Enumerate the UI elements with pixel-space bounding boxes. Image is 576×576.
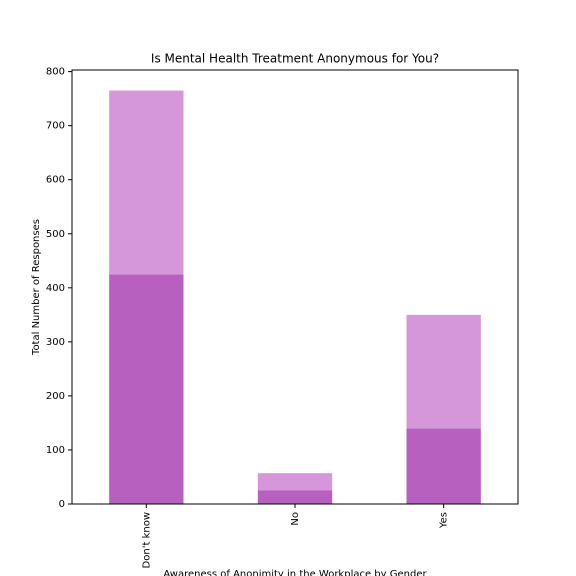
x-tick-label: Don't know [141, 512, 152, 568]
bar-segment [406, 314, 481, 429]
plot-frame [71, 69, 519, 505]
chart-title: Is Mental Health Treatment Anonymous for… [151, 52, 439, 66]
x-tick-label: Yes [439, 512, 450, 529]
y-tick-label: 700 [46, 121, 65, 132]
bar-segment [406, 428, 481, 504]
y-tick-label: 500 [46, 229, 65, 240]
y-tick-label: 0 [59, 499, 65, 510]
bar-segment [257, 473, 333, 491]
y-tick-label: 100 [46, 445, 65, 456]
x-axis-label: Awareness of Anonimity in the Workplace … [163, 569, 427, 576]
y-axis-label: Total Number of Responses [31, 219, 42, 356]
y-tick-label: 800 [46, 67, 65, 78]
bar-segment [109, 90, 184, 275]
bar-segment [109, 274, 184, 504]
x-tick-label: No [290, 512, 301, 526]
bar-segment [257, 490, 333, 504]
y-tick-label: 600 [46, 175, 65, 186]
y-tick-label: 200 [46, 391, 65, 402]
y-tick-label: 400 [46, 283, 65, 294]
y-tick-label: 300 [46, 337, 65, 348]
